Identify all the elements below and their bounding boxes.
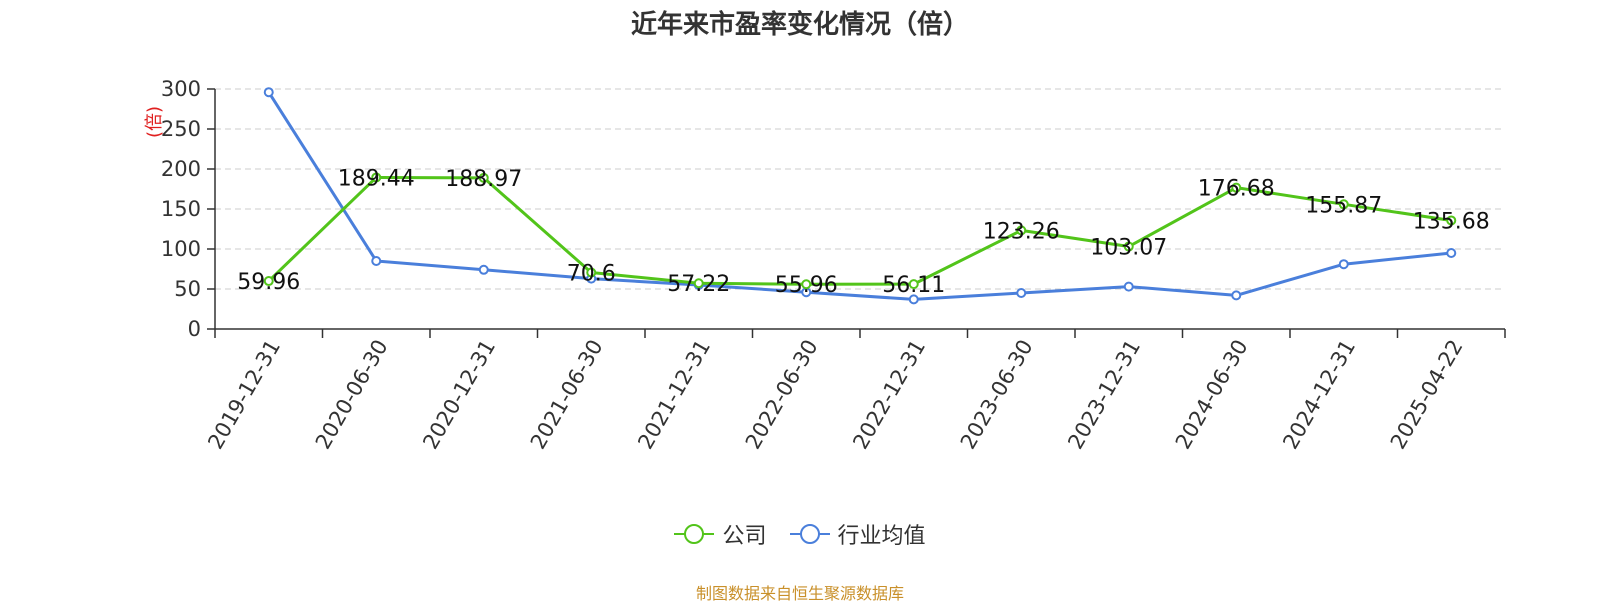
series-lines — [263, 87, 1457, 305]
data-point — [1123, 241, 1134, 252]
data-point — [801, 279, 812, 290]
x-tick-label: 2024-12-31 — [1278, 336, 1360, 454]
data-point — [1016, 225, 1027, 236]
y-tick-label: 300 — [161, 77, 201, 101]
data-point — [586, 267, 597, 278]
x-tick-label: 2022-12-31 — [848, 336, 930, 454]
data-label: 176.68 — [1198, 177, 1275, 202]
data-label: 70.6 — [567, 262, 616, 287]
data-point — [478, 264, 489, 275]
y-tick-label: 200 — [161, 157, 201, 181]
data-label: 123.26 — [983, 219, 1060, 244]
axes: 0 50 100 150 200 250 300 (倍) 2019-12-31 2020-06-3… — [144, 77, 1506, 454]
legend: 公司 行业均值 — [0, 518, 1600, 552]
data-point — [1338, 259, 1349, 270]
series-line-industry — [267, 91, 1452, 301]
data-label: 155.87 — [1305, 193, 1382, 218]
data-label: 59.96 — [237, 270, 300, 295]
data-label: 135.68 — [1413, 209, 1490, 234]
data-point — [263, 87, 274, 98]
data-label: 189.44 — [338, 166, 415, 191]
data-label: 57.22 — [667, 272, 730, 297]
data-point — [478, 172, 489, 183]
legend-company-label: 公司 — [722, 524, 767, 549]
data-point — [263, 276, 274, 287]
legend-item-company[interactable]: 公司 — [674, 518, 767, 550]
y-tick-label: 50 — [174, 277, 201, 301]
data-point — [1446, 215, 1457, 226]
y-tick-label: 0 — [188, 317, 201, 341]
x-tick-label: 2021-06-30 — [526, 336, 608, 454]
x-tick-label: 2020-12-31 — [418, 336, 500, 454]
chart-title: 近年来市盈率变化情况（倍） — [630, 10, 969, 40]
y-tick-label: 150 — [161, 197, 201, 221]
x-tick-label: 2021-12-31 — [633, 336, 715, 454]
series-line-company — [267, 175, 1452, 286]
data-label: 188.97 — [445, 167, 522, 192]
data-point — [371, 172, 382, 183]
data-point — [1123, 281, 1134, 292]
data-point — [908, 294, 919, 305]
data-point — [371, 256, 382, 266]
x-tick-label: 2020-06-30 — [311, 336, 393, 454]
data-labels: 59.96 189.44 188.97 70.6 57.22 55.96 56.11 123.… — [237, 166, 1489, 298]
data-label: 103.07 — [1090, 236, 1167, 261]
data-point — [693, 278, 704, 289]
grid-lines — [215, 88, 1505, 290]
legend-industry-line-icon — [789, 522, 830, 546]
data-point — [1016, 288, 1027, 298]
x-tick-label: 2019-12-31 — [203, 336, 285, 454]
x-tick-label: 2023-06-30 — [956, 336, 1038, 454]
legend-industry-label: 行业均值 — [837, 524, 926, 549]
data-point — [1446, 248, 1457, 258]
x-tick-label: 2022-06-30 — [741, 336, 823, 454]
line-chart: 0 50 100 150 200 250 300 (倍) 2019-12-31 2020-06-3… — [144, 77, 1506, 454]
x-tick-label: 2025-04-22 — [1386, 336, 1468, 454]
data-label: 56.11 — [882, 273, 945, 298]
data-point — [1231, 182, 1242, 193]
data-point — [1231, 290, 1242, 301]
data-point — [908, 279, 919, 290]
y-tick-label: 100 — [161, 237, 201, 261]
data-source-note: 制图数据来自恒生聚源数据库 — [695, 584, 904, 603]
data-point — [1338, 199, 1349, 210]
y-tick-label: 250 — [161, 117, 201, 141]
x-tick-label: 2023-12-31 — [1063, 336, 1145, 454]
data-label: 55.96 — [775, 273, 838, 298]
x-tick-label: 2024-06-30 — [1171, 336, 1253, 454]
legend-item-industry[interactable]: 行业均值 — [789, 518, 926, 550]
legend-company-line-icon — [674, 522, 715, 546]
y-axis-label: (倍) — [144, 106, 165, 138]
